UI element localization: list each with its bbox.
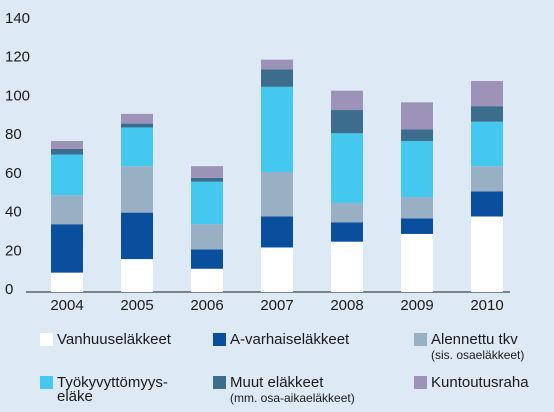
- legend-label: Muut eläkkeet: [230, 374, 324, 391]
- legend-label: Alennettu tkv: [431, 331, 518, 348]
- bar-segment: [261, 69, 293, 87]
- legend-swatch: [414, 376, 427, 389]
- bar-segment: [471, 81, 503, 107]
- bar-segment: [191, 177, 223, 182]
- bar-segment: [401, 102, 433, 130]
- bar-segment: [331, 90, 363, 111]
- y-tick-label: 0: [5, 281, 13, 298]
- x-tick-label: 2008: [330, 297, 363, 314]
- bar-segment: [471, 106, 503, 122]
- bar-segment: [51, 141, 83, 149]
- bar-segment: [401, 141, 433, 198]
- legend-swatch: [40, 333, 53, 346]
- bar-segment: [471, 216, 503, 292]
- legend-label: Työkyvyttömyys-: [57, 374, 168, 391]
- bar-segment: [331, 241, 363, 292]
- bar-segment: [401, 129, 433, 142]
- legend-swatch: [40, 376, 53, 389]
- bar-segment: [331, 110, 363, 134]
- x-tick-label: 2007: [260, 297, 293, 314]
- legend-swatch: [213, 376, 226, 389]
- bar-segment: [261, 86, 293, 172]
- bar-segment: [261, 59, 293, 70]
- bar-segment: [401, 197, 433, 219]
- bar-segment: [51, 195, 83, 225]
- bar-segment: [191, 224, 223, 250]
- x-tick-label: 2010: [470, 297, 503, 314]
- y-tick-label: 80: [5, 126, 22, 143]
- bar-segment: [191, 166, 223, 178]
- bar-segment: [121, 127, 153, 167]
- bar-segment: [261, 216, 293, 248]
- bar-segment: [401, 233, 433, 292]
- bar-segment: [191, 181, 223, 225]
- y-tick-label: 20: [5, 242, 22, 259]
- x-tick-label: 2006: [190, 297, 223, 314]
- bar-segment: [121, 212, 153, 260]
- y-tick-label: 100: [5, 87, 30, 104]
- bar-segment: [471, 191, 503, 217]
- bar-segment: [401, 218, 433, 234]
- x-tick-label: 2009: [400, 297, 433, 314]
- bar-segment: [121, 166, 153, 213]
- y-tick-label: 40: [5, 204, 22, 221]
- legend-swatch: [213, 333, 226, 346]
- bar-segment: [331, 133, 363, 203]
- x-tick-label: 2005: [120, 297, 153, 314]
- bar-segment: [121, 113, 153, 124]
- legend-label: Kuntoutusraha: [431, 374, 529, 391]
- bar-segment: [51, 148, 83, 155]
- legend-note: (sis. osaeläkkeet): [431, 348, 524, 362]
- legend-note: (mm. osa-aikaeläkkeet): [230, 391, 355, 405]
- y-tick-label: 140: [5, 10, 30, 27]
- legend-label: A-varhaiseläkkeet: [230, 331, 350, 348]
- y-tick-label: 60: [5, 165, 22, 182]
- bar-segment: [51, 224, 83, 273]
- legend-swatch: [414, 333, 427, 346]
- bar-segment: [261, 247, 293, 292]
- bar-segment: [121, 259, 153, 292]
- bar-segment: [191, 268, 223, 292]
- bar-segment: [51, 272, 83, 292]
- bar-segment: [471, 121, 503, 167]
- bar-segment: [471, 166, 503, 192]
- x-tick-label: 2004: [50, 297, 83, 314]
- legend-label: Vanhuuseläkkeet: [57, 331, 172, 348]
- legend-label: eläke: [57, 388, 93, 405]
- y-tick-label: 120: [5, 49, 30, 66]
- bar-segment: [261, 171, 293, 217]
- bar-segment: [191, 249, 223, 269]
- bar-segment: [121, 123, 153, 128]
- bar-segment: [331, 222, 363, 242]
- bar-segment: [331, 202, 363, 223]
- bar-segment: [51, 154, 83, 196]
